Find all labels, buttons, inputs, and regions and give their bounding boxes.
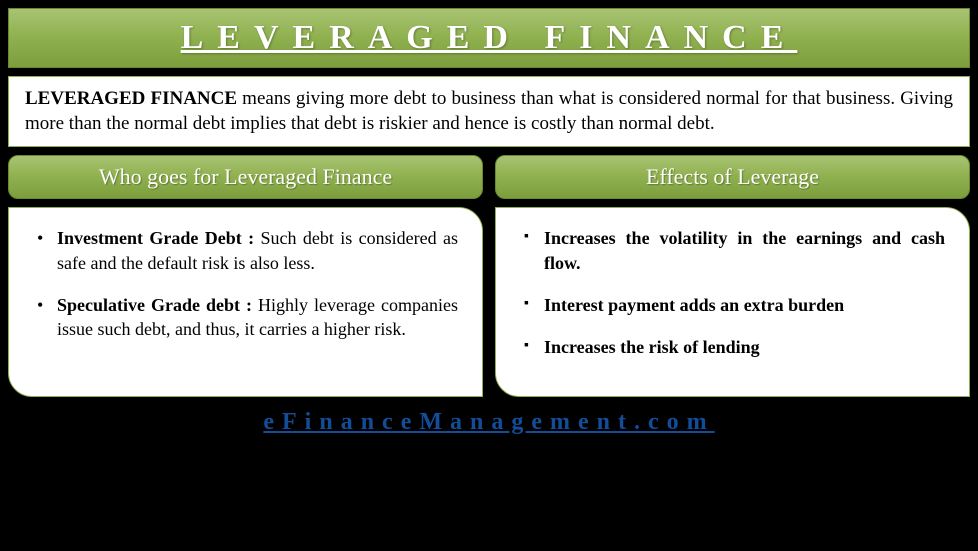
- definition-text: LEVERAGED FINANCE means giving more debt…: [25, 87, 953, 136]
- list-item: Speculative Grade debt : Highly leverage…: [33, 293, 458, 342]
- left-content-box: Investment Grade Debt : Such debt is con…: [8, 207, 483, 396]
- definition-box: LEVERAGED FINANCE means giving more debt…: [8, 76, 970, 147]
- right-content-box: Increases the volatility in the earnings…: [495, 207, 970, 396]
- list-item: Increases the volatility in the earnings…: [520, 226, 945, 275]
- right-section-header: Effects of Leverage: [495, 155, 970, 199]
- list-item: Increases the risk of lending: [520, 335, 945, 359]
- list-item: Interest payment adds an extra burden: [520, 293, 945, 317]
- item-bold: Speculative Grade debt :: [57, 295, 252, 315]
- definition-lead: LEVERAGED FINANCE: [25, 88, 237, 109]
- page-title: LEVERAGED FINANCE: [9, 19, 969, 57]
- item-bold: Investment Grade Debt :: [57, 228, 254, 248]
- left-heading: Who goes for Leveraged Finance: [9, 164, 482, 190]
- left-column: Who goes for Leveraged Finance Investmen…: [8, 155, 483, 396]
- left-section-header: Who goes for Leveraged Finance: [8, 155, 483, 199]
- right-list: Increases the volatility in the earnings…: [520, 226, 945, 359]
- left-list: Investment Grade Debt : Such debt is con…: [33, 226, 458, 341]
- columns: Who goes for Leveraged Finance Investmen…: [8, 155, 970, 396]
- list-item: Investment Grade Debt : Such debt is con…: [33, 226, 458, 275]
- title-banner: LEVERAGED FINANCE: [8, 8, 970, 68]
- footer-link[interactable]: eFinanceManagement.com: [263, 409, 714, 435]
- right-heading: Effects of Leverage: [496, 164, 969, 190]
- right-column: Effects of Leverage Increases the volati…: [495, 155, 970, 396]
- footer: eFinanceManagement.com: [8, 405, 970, 436]
